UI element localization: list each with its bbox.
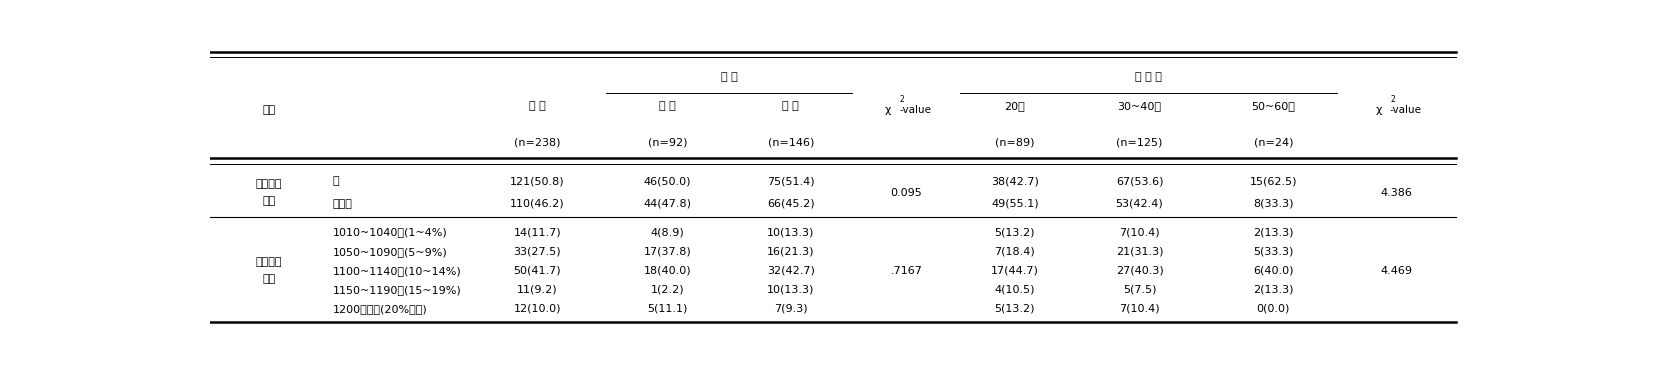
Text: -value: -value	[1389, 105, 1421, 115]
Text: 2: 2	[1389, 95, 1394, 104]
Text: (n=125): (n=125)	[1116, 138, 1163, 148]
Text: 0.095: 0.095	[890, 188, 922, 198]
Text: (n=238): (n=238)	[515, 138, 561, 148]
Text: 110(46.2): 110(46.2)	[510, 199, 565, 209]
Text: 여 자: 여 자	[783, 101, 799, 111]
Text: 33(27.5): 33(27.5)	[513, 247, 561, 257]
Text: 14(11.7): 14(11.7)	[513, 228, 561, 238]
Text: 5(13.2): 5(13.2)	[994, 228, 1036, 238]
Text: 50(41.7): 50(41.7)	[513, 266, 561, 276]
Text: 남 자: 남 자	[659, 101, 675, 111]
Text: 66(45.2): 66(45.2)	[768, 199, 815, 209]
Text: -value: -value	[900, 105, 932, 115]
Text: 7(18.4): 7(18.4)	[994, 247, 1036, 257]
Text: 가격수용: 가격수용	[256, 179, 283, 189]
Text: 4(10.5): 4(10.5)	[994, 285, 1036, 295]
Text: 2: 2	[900, 95, 905, 104]
Text: 44(47.8): 44(47.8)	[644, 199, 692, 209]
Text: 1200원이상(20%이상): 1200원이상(20%이상)	[334, 304, 427, 314]
Text: 7(10.4): 7(10.4)	[1120, 304, 1160, 314]
Text: 21(31.3): 21(31.3)	[1116, 247, 1163, 257]
Text: 1010~1040원(1~4%): 1010~1040원(1~4%)	[334, 228, 447, 238]
Text: 32(42.7): 32(42.7)	[768, 266, 815, 276]
Text: .7167: .7167	[890, 266, 922, 276]
Text: (n=24): (n=24)	[1254, 138, 1294, 148]
Text: 1150~1190원(15~19%): 1150~1190원(15~19%)	[334, 285, 461, 295]
Text: 15(62.5): 15(62.5)	[1250, 176, 1297, 186]
Text: 49(55.1): 49(55.1)	[991, 199, 1039, 209]
Text: 17(37.8): 17(37.8)	[644, 247, 691, 257]
Text: 30~40대: 30~40대	[1118, 101, 1161, 111]
Text: (n=92): (n=92)	[647, 138, 687, 148]
Text: 121(50.8): 121(50.8)	[510, 176, 565, 186]
Text: 18(40.0): 18(40.0)	[644, 266, 691, 276]
Text: 20대: 20대	[1004, 101, 1026, 111]
Text: 4.469: 4.469	[1381, 266, 1413, 276]
Text: 11(9.2): 11(9.2)	[518, 285, 558, 295]
Text: 범위: 범위	[263, 274, 277, 284]
Text: 7(10.4): 7(10.4)	[1120, 228, 1160, 238]
Text: 4(8.9): 4(8.9)	[650, 228, 684, 238]
Text: 67(53.6): 67(53.6)	[1116, 176, 1163, 186]
Text: 5(11.1): 5(11.1)	[647, 304, 687, 314]
Text: 10(13.3): 10(13.3)	[768, 228, 815, 238]
Text: 전 체: 전 체	[530, 101, 546, 111]
Text: 7(9.3): 7(9.3)	[774, 304, 808, 314]
Text: 27(40.3): 27(40.3)	[1116, 266, 1163, 276]
Text: 1(2.2): 1(2.2)	[650, 285, 684, 295]
Text: (n=146): (n=146)	[768, 138, 815, 148]
Text: 16(21.3): 16(21.3)	[768, 247, 815, 257]
Text: χ: χ	[1376, 105, 1381, 115]
Text: 5(33.3): 5(33.3)	[1254, 247, 1294, 257]
Text: 5(7.5): 5(7.5)	[1123, 285, 1156, 295]
Text: 12(10.0): 12(10.0)	[515, 304, 561, 314]
Text: (n=89): (n=89)	[996, 138, 1034, 148]
Text: 1100~1140원(10~14%): 1100~1140원(10~14%)	[334, 266, 461, 276]
Text: 2(13.3): 2(13.3)	[1254, 285, 1294, 295]
Text: 항목: 항목	[263, 105, 277, 115]
Text: 38(42.7): 38(42.7)	[991, 176, 1039, 186]
Text: 예: 예	[334, 176, 340, 186]
Text: 53(42.4): 53(42.4)	[1116, 199, 1163, 209]
Text: 8(33.3): 8(33.3)	[1254, 199, 1294, 209]
Text: 4.386: 4.386	[1381, 188, 1413, 198]
Text: 연 령 별: 연 령 별	[1135, 72, 1161, 82]
Text: 46(50.0): 46(50.0)	[644, 176, 691, 186]
Text: 10(13.3): 10(13.3)	[768, 285, 815, 295]
Text: 2(13.3): 2(13.3)	[1254, 228, 1294, 238]
Text: 성 별: 성 별	[721, 72, 737, 82]
Text: χ: χ	[885, 105, 892, 115]
Text: 여부: 여부	[263, 196, 277, 206]
Text: 가격수용: 가격수용	[256, 257, 283, 267]
Text: 6(40.0): 6(40.0)	[1254, 266, 1294, 276]
Text: 17(44.7): 17(44.7)	[991, 266, 1039, 276]
Text: 아니오: 아니오	[334, 199, 352, 209]
Text: 0(0.0): 0(0.0)	[1257, 304, 1291, 314]
Text: 5(13.2): 5(13.2)	[994, 304, 1036, 314]
Text: 50~60대: 50~60대	[1252, 101, 1296, 111]
Text: 1050~1090원(5~9%): 1050~1090원(5~9%)	[334, 247, 447, 257]
Text: 75(51.4): 75(51.4)	[768, 176, 815, 186]
